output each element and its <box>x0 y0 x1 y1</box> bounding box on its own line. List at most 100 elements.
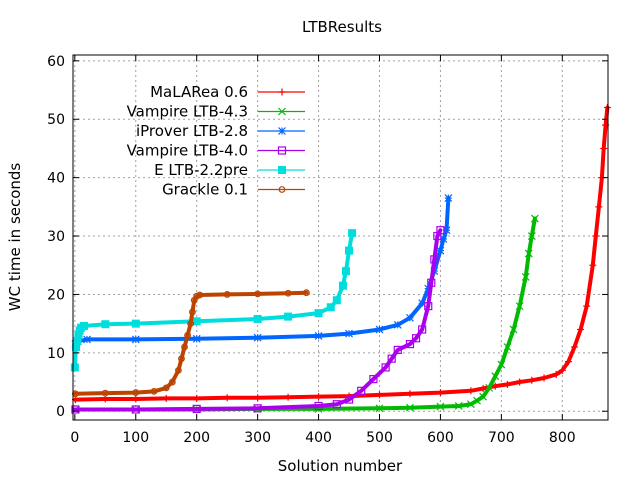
data-point <box>577 325 585 333</box>
data-point <box>314 331 323 340</box>
data-point <box>527 232 536 240</box>
data-point <box>381 363 390 372</box>
data-point <box>516 378 524 386</box>
plot-frame <box>72 54 609 421</box>
data-point <box>132 389 140 396</box>
data-point <box>223 394 231 402</box>
data-point <box>454 402 463 410</box>
data-point <box>503 380 511 388</box>
legend-marker <box>278 127 286 135</box>
data-point <box>178 355 185 363</box>
data-point <box>253 404 262 413</box>
x-tick-label: 800 <box>549 430 576 446</box>
data-point <box>253 333 262 342</box>
data-point <box>430 255 439 264</box>
data-point <box>406 313 414 322</box>
data-point <box>184 331 191 339</box>
data-point <box>540 374 548 382</box>
data-point <box>427 278 436 287</box>
data-point <box>284 393 292 401</box>
data-point <box>564 358 572 366</box>
legend-marker <box>278 107 286 116</box>
series-0 <box>71 104 611 404</box>
data-point <box>131 335 140 344</box>
axis-ticks: 0 100 200 300 400 500 600 700 800 0 10 20 30 40 50 60 <box>47 54 608 446</box>
data-point <box>348 229 357 238</box>
series-5 <box>72 289 310 398</box>
data-point <box>193 394 201 402</box>
data-point <box>393 320 402 329</box>
data-point <box>70 363 79 372</box>
legend-label: Vampire LTB-4.0 <box>127 142 248 160</box>
y-tick-label: 0 <box>56 404 65 420</box>
data-point <box>168 378 176 386</box>
x-tick-label: 300 <box>244 430 271 446</box>
data-point <box>132 395 140 403</box>
data-point <box>497 360 506 369</box>
data-point <box>345 329 353 338</box>
data-point <box>192 334 201 343</box>
legend-label: E LTB-2.2pre <box>154 161 248 179</box>
data-point <box>302 289 310 297</box>
y-tick-label: 20 <box>47 287 65 303</box>
data-point <box>524 249 533 258</box>
series-line <box>73 290 309 396</box>
data-point <box>503 343 512 351</box>
data-point <box>600 144 608 152</box>
data-point <box>131 405 140 414</box>
data-point <box>369 375 378 384</box>
data-point <box>528 376 536 384</box>
y-tick-label: 50 <box>47 112 65 128</box>
data-point <box>509 325 518 334</box>
data-point <box>485 383 494 392</box>
data-point <box>314 401 323 411</box>
data-point <box>589 261 597 269</box>
grid <box>73 55 608 420</box>
legend-marker <box>278 186 286 193</box>
data-point <box>479 384 487 392</box>
data-point <box>284 312 293 321</box>
data-point <box>592 232 600 240</box>
legend-label: Vampire LTB-4.3 <box>127 103 248 121</box>
series-3 <box>71 226 445 414</box>
x-tick-label: 200 <box>183 430 210 446</box>
data-point <box>479 392 488 401</box>
data-point <box>424 302 433 311</box>
data-point <box>101 395 109 403</box>
legend-marker <box>277 146 287 155</box>
data-point <box>375 391 383 399</box>
data-point <box>467 387 475 395</box>
data-point <box>393 345 402 355</box>
data-point <box>189 308 196 316</box>
data-point <box>375 325 384 334</box>
x-axis-title: Solution number <box>278 457 403 475</box>
data-point <box>473 396 481 405</box>
data-point <box>175 366 182 374</box>
data-point <box>406 403 414 412</box>
data-point <box>491 382 499 390</box>
legend-label: Grackle 0.1 <box>162 181 248 199</box>
x-tick-label: 500 <box>366 430 393 446</box>
data-point <box>436 402 445 411</box>
data-point <box>71 405 80 414</box>
data-point <box>357 386 366 395</box>
data-point <box>466 400 475 409</box>
x-tick-label: 600 <box>427 430 454 446</box>
data-point <box>196 291 204 299</box>
data-point <box>192 404 201 414</box>
data-point <box>332 296 341 305</box>
data-point <box>223 291 231 298</box>
y-axis-title: WC time in seconds <box>6 163 24 312</box>
data-point <box>254 394 262 402</box>
data-point <box>187 320 195 328</box>
y-tick-label: 60 <box>47 54 65 70</box>
y-tick-label: 10 <box>47 346 65 362</box>
legend-label: iProver LTB-2.8 <box>136 122 248 140</box>
data-point <box>530 214 539 223</box>
data-point <box>253 314 262 323</box>
data-point <box>444 194 453 203</box>
legend-marker <box>278 88 286 96</box>
data-point <box>338 281 347 290</box>
